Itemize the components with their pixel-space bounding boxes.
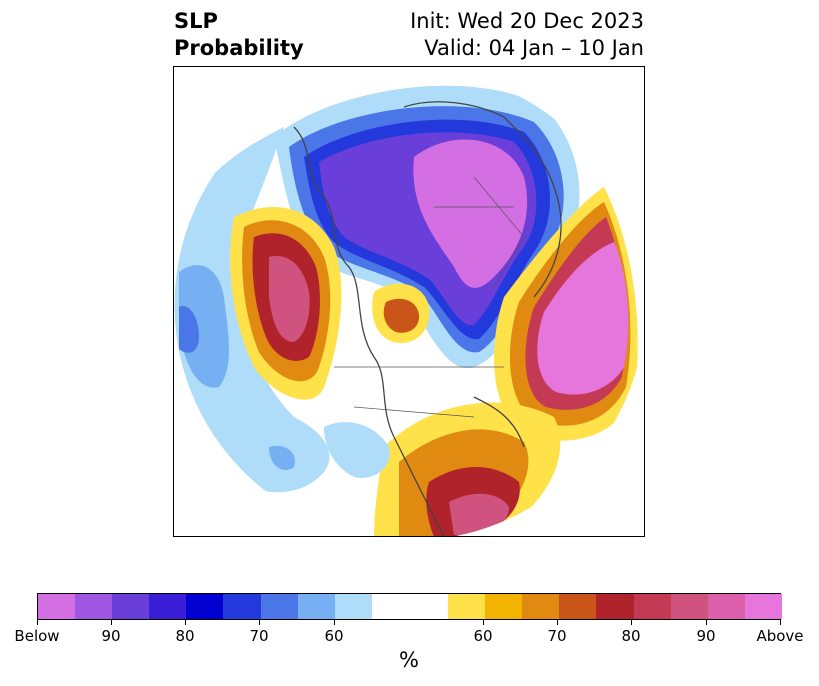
slp-probability-map — [174, 68, 644, 536]
colorbar-tick-mark — [780, 620, 781, 625]
colorbar-tick-label: 60 — [324, 627, 344, 645]
below-60-uswest-area — [324, 422, 390, 478]
colorbar-segment — [112, 594, 150, 619]
title-line-1: SLP — [174, 9, 218, 33]
colorbar-tick-label: Above — [756, 627, 804, 645]
colorbar-tick-mark — [111, 620, 112, 625]
colorbar-segment — [260, 594, 298, 619]
below-70-pacific-area — [179, 265, 229, 388]
colorbar-segment — [149, 594, 187, 619]
colorbar-tick-label: 80 — [175, 627, 195, 645]
title-right: Init: Wed 20 Dec 2023 Valid: 04 Jan – 10… — [410, 8, 644, 62]
colorbar-segment — [744, 594, 782, 619]
above-90-pacific-high — [269, 256, 310, 342]
below-60-pacific-area — [174, 127, 330, 493]
colorbar-segment — [485, 594, 523, 619]
country-borders — [334, 176, 525, 418]
colorbar-segment — [522, 594, 560, 619]
above-extreme-atlantic-high — [537, 242, 629, 395]
colorbar-segment — [186, 594, 224, 619]
colorbar-tick-mark — [185, 620, 186, 625]
above-80-hudson-high — [383, 298, 420, 333]
map-panel — [173, 66, 645, 537]
colorbar-segment — [223, 594, 261, 619]
colorbar-tick-mark — [557, 620, 558, 625]
above-90-eastus-high — [449, 493, 509, 535]
colorbar-segment — [334, 594, 372, 619]
below-extreme-arctic-area — [413, 139, 528, 288]
colorbar-segment — [448, 594, 486, 619]
below-70-pacific-small — [269, 445, 295, 471]
colorbar-tick-label: 80 — [621, 627, 641, 645]
colorbar-tick-label: 60 — [473, 627, 493, 645]
colorbar-segment — [371, 594, 449, 619]
colorbar-segment — [633, 594, 671, 619]
colorbar — [37, 593, 782, 620]
colorbar-segment — [596, 594, 634, 619]
below-80-pacific-area — [179, 306, 199, 353]
colorbar-tick-mark — [483, 620, 484, 625]
colorbar-tick-mark — [334, 620, 335, 625]
colorbar-tick-label: 70 — [249, 627, 269, 645]
colorbar-segment — [670, 594, 708, 619]
colorbar-tick-label: 90 — [101, 627, 121, 645]
init-label: Init: Wed 20 Dec 2023 — [410, 9, 644, 33]
colorbar-segment — [75, 594, 113, 619]
colorbar-tick-mark — [706, 620, 707, 625]
colorbar-tick-label: 90 — [696, 627, 716, 645]
colorbar-segment — [559, 594, 597, 619]
colorbar-tick-mark — [37, 620, 38, 625]
title-line-2: Probability — [174, 36, 304, 60]
colorbar-tick-mark — [631, 620, 632, 625]
valid-label: Valid: 04 Jan – 10 Jan — [424, 36, 644, 60]
colorbar-segment — [38, 594, 76, 619]
colorbar-tick-mark — [259, 620, 260, 625]
colorbar-unit-label: % — [399, 648, 419, 672]
colorbar-segment — [707, 594, 745, 619]
colorbar-tick-label: 70 — [547, 627, 567, 645]
title-left: SLP Probability — [174, 8, 304, 62]
colorbar-tick-label: Below — [14, 627, 60, 645]
colorbar-segment — [297, 594, 335, 619]
